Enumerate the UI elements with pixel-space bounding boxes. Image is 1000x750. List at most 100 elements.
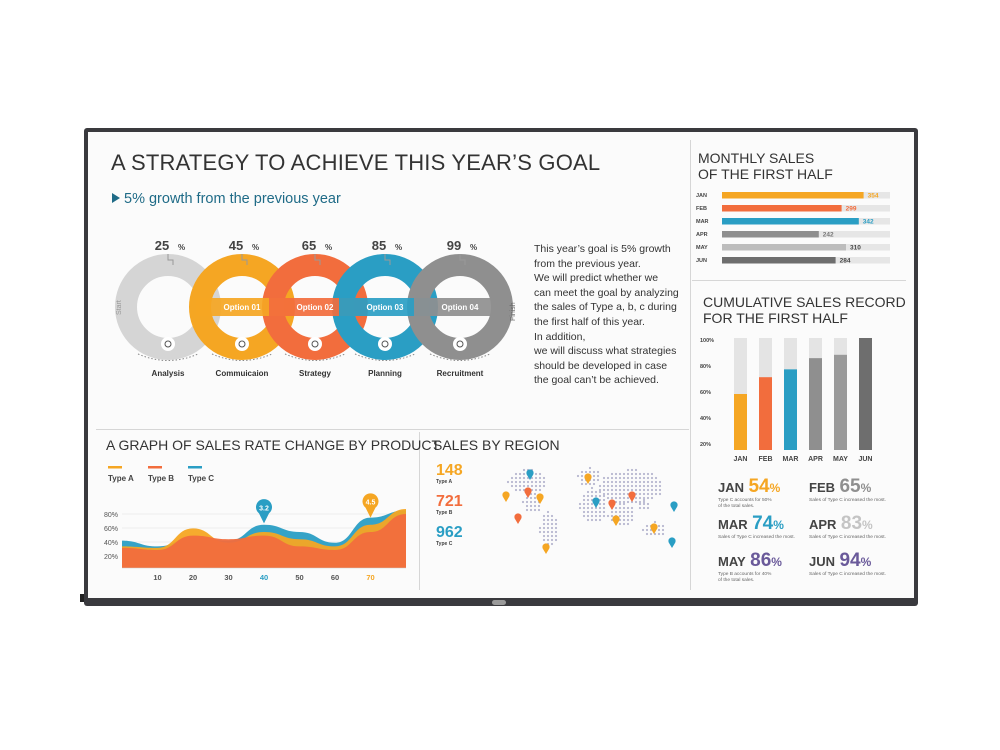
map-dot xyxy=(618,476,622,480)
sales-rate-chart: Type A Type B Type C 80% 60% 40% 20% 10 20 30 40 50… xyxy=(104,466,406,582)
map-dot xyxy=(525,496,529,500)
map-dot xyxy=(654,480,658,484)
strategy-pct-suffix-2: % xyxy=(252,243,259,252)
map-dot xyxy=(634,468,638,472)
map-pin-icon xyxy=(670,501,678,512)
map-dot xyxy=(518,488,522,492)
map-pin-icon xyxy=(536,493,544,504)
map-dot xyxy=(514,476,518,480)
map-dot xyxy=(602,502,606,506)
vbar-category-5: MAY xyxy=(833,456,848,463)
map-dot xyxy=(614,510,618,514)
cumulative-title: CUMULATIVE SALES RECORD FOR THE FIRST HA… xyxy=(703,294,906,326)
map-dot xyxy=(510,484,514,488)
map-dot xyxy=(654,476,658,480)
map-dot xyxy=(521,500,525,504)
clock-icon xyxy=(308,337,322,351)
x-tick-2: 20 xyxy=(189,573,197,582)
map-dot xyxy=(658,488,662,492)
map-pin-icon xyxy=(668,537,676,548)
strategy-caption-4: Planning xyxy=(368,369,402,378)
map-dot xyxy=(602,488,606,492)
map-dot xyxy=(518,476,522,480)
map-dot xyxy=(602,510,606,514)
map-dot xyxy=(630,510,634,514)
strategy-option-3: Option 02 xyxy=(297,303,334,312)
region-value: 148 xyxy=(436,462,463,479)
map-dot xyxy=(602,498,606,502)
kpi-month: MAY xyxy=(718,554,746,569)
map-dot xyxy=(522,480,526,484)
map-dot xyxy=(618,472,622,476)
kpi-unit: % xyxy=(860,555,872,569)
map-dot xyxy=(534,484,538,488)
kpi-note: Sales of Type C increased the most. xyxy=(809,535,886,540)
map-dot xyxy=(554,518,558,522)
map-dot xyxy=(598,506,602,510)
map-dot xyxy=(618,492,622,496)
map-dot xyxy=(642,496,646,500)
strategy-pct-2: 45 xyxy=(229,238,243,253)
map-dot xyxy=(538,476,542,480)
map-dot xyxy=(618,488,622,492)
map-dot xyxy=(638,472,642,476)
kpi-jun: JUN 94% Sales of Type C increased the mos… xyxy=(809,550,897,578)
map-dot xyxy=(550,530,554,534)
strategy-pointer-3 xyxy=(314,254,321,265)
kpi-mar: MAR 74% Sales of Type C increased the mos… xyxy=(718,513,806,541)
map-dot xyxy=(645,524,649,528)
map-dot xyxy=(582,510,586,514)
map-dot xyxy=(602,506,606,510)
strategy-pct-4: 85 xyxy=(372,238,386,253)
map-dot xyxy=(554,538,558,542)
hbar-value-3: 342 xyxy=(863,219,874,226)
map-dot xyxy=(622,500,626,504)
map-dot xyxy=(610,514,614,518)
map-dot xyxy=(602,480,606,484)
hbar-category-2: FEB xyxy=(696,206,707,212)
map-dot xyxy=(586,490,590,494)
strategy-band-3 xyxy=(339,298,431,316)
divider-vertical-right xyxy=(690,140,691,590)
map-dot xyxy=(533,496,537,500)
map-dot xyxy=(606,492,610,496)
region-title: SALES BY REGION xyxy=(433,437,560,453)
map-dot xyxy=(626,484,630,488)
region-label: Type A xyxy=(436,479,453,485)
map-dot xyxy=(634,496,638,500)
map-dot xyxy=(658,492,662,496)
map-dot xyxy=(578,506,582,510)
strategy-description: This year’s goal is 5% growth from the p… xyxy=(534,243,679,387)
legend-swatch-1 xyxy=(108,466,122,469)
vbar-category-4: APR xyxy=(808,456,823,463)
map-dot xyxy=(584,470,588,474)
triangle-right-icon xyxy=(112,193,120,203)
map-dot xyxy=(546,510,550,514)
hbar-bar-2 xyxy=(722,205,842,212)
map-dot xyxy=(537,508,541,512)
strategy-caption-3: Strategy xyxy=(299,369,332,378)
kpi-value: 94 xyxy=(839,550,861,571)
hbar-bar-5 xyxy=(722,244,846,251)
map-dot xyxy=(622,518,626,522)
map-dot xyxy=(634,472,638,476)
map-dot xyxy=(582,506,586,510)
map-dot xyxy=(642,498,646,502)
map-dot xyxy=(594,494,598,498)
map-pin-icon xyxy=(524,487,532,498)
map-dot xyxy=(586,502,590,506)
map-dot xyxy=(582,502,586,506)
map-dot xyxy=(614,476,618,480)
region-value: 721 xyxy=(436,493,463,510)
map-dot xyxy=(650,484,654,488)
map-pin-icon xyxy=(542,543,550,554)
map-dot xyxy=(582,514,586,518)
map-dot xyxy=(506,480,510,484)
map-dot xyxy=(598,510,602,514)
map-dot xyxy=(529,500,533,504)
kpi-month: APR xyxy=(809,517,837,532)
x-tick-3: 30 xyxy=(224,573,232,582)
hbar-category-5: MAY xyxy=(696,245,708,251)
map-dot xyxy=(642,488,646,492)
map-dot xyxy=(525,508,529,512)
